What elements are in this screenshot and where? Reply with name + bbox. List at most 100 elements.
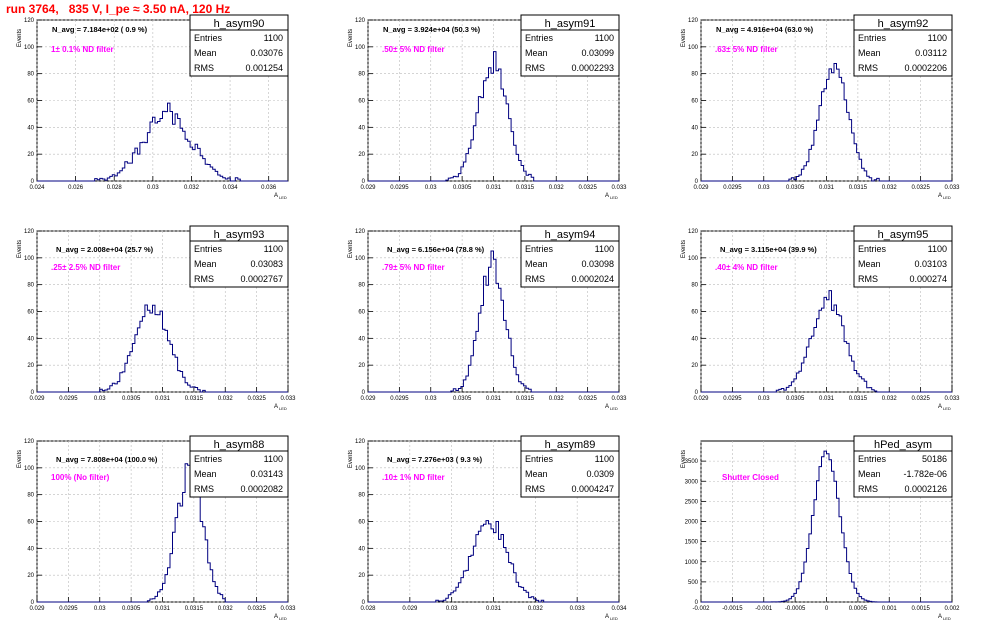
x-tick-label: 0.036 <box>261 185 277 191</box>
x-tick-label: -0.0005 <box>785 606 806 612</box>
y-tick-label: 120 <box>688 18 699 24</box>
x-tick-label: 0.034 <box>611 606 627 612</box>
x-tick-label: 0.0325 <box>247 606 266 612</box>
stats-value: 0.03098 <box>581 259 614 269</box>
y-tick-label: 0 <box>362 179 366 185</box>
x-tick-label: 0 <box>825 606 829 612</box>
x-axis-title: A <box>274 193 278 199</box>
stats-label: Mean <box>858 48 881 58</box>
histogram-name: h_asym91 <box>545 18 596 30</box>
x-tick-label: 0.0325 <box>578 185 597 191</box>
stats-value: 0.0309 <box>586 469 614 479</box>
y-tick-label: 60 <box>691 99 698 105</box>
x-axis-title: A <box>605 193 609 199</box>
stats-value: 1100 <box>264 244 283 254</box>
x-tick-label: 0.032 <box>882 396 898 402</box>
stats-value: -1.782e-06 <box>903 469 947 479</box>
x-tick-label: 0.029 <box>360 396 376 402</box>
run-title: run 3764, 835 V, I_pe ≈ 3.50 nA, 120 Hz <box>6 2 231 16</box>
stats-label: RMS <box>525 274 545 284</box>
stats-label: RMS <box>525 484 545 494</box>
x-tick-label: 0.0305 <box>786 185 805 191</box>
x-tick-label: 0.0325 <box>911 396 930 402</box>
x-tick-label: 0.0295 <box>390 185 409 191</box>
x-tick-label: 0.03 <box>94 606 106 612</box>
y-tick-label: 40 <box>358 125 365 131</box>
x-tick-label: 0.03 <box>94 396 106 402</box>
navg-annotation: N_avg = 3.115e+04 (39.9 %) <box>720 245 817 254</box>
y-tick-label: 0 <box>31 600 35 606</box>
x-tick-label: -0.001 <box>755 606 773 612</box>
y-tick-label: 100 <box>355 45 366 51</box>
histogram-panel: 0.028 0.029 0.03 0.031 0.032 0.033 0.034 0 20 40 6… <box>348 435 627 621</box>
stats-label: Mean <box>194 469 217 479</box>
x-tick-label: 0.032 <box>549 396 565 402</box>
stats-value: 1100 <box>264 33 283 43</box>
stats-value: 0.0002126 <box>904 484 947 494</box>
stats-box <box>853 225 953 288</box>
stats-box <box>853 14 953 77</box>
x-tick-label: 0.0295 <box>723 396 742 402</box>
y-tick-label: 100 <box>688 45 699 51</box>
x-tick-label: 0.029 <box>693 185 709 191</box>
y-tick-label: 100 <box>24 45 35 51</box>
navg-annotation: N_avg = 7.184e+02 ( 0.9 %) <box>52 25 148 34</box>
x-tick-label: 0.0015 <box>911 606 930 612</box>
x-tick-label: 0.029 <box>360 185 376 191</box>
x-tick-label: 0.032 <box>882 185 898 191</box>
x-axis-title-sub: LED <box>279 616 287 621</box>
x-axis-title: A <box>274 404 278 410</box>
y-tick-label: 60 <box>358 310 365 316</box>
x-tick-label: 0.034 <box>223 185 239 191</box>
y-tick-label: 80 <box>691 72 698 78</box>
x-tick-label: 0.024 <box>29 185 45 191</box>
x-tick-label: 0.0325 <box>911 185 930 191</box>
x-axis-title-sub: LED <box>943 406 951 411</box>
x-tick-label: 0.029 <box>29 396 45 402</box>
y-tick-label: 80 <box>691 283 698 289</box>
x-tick-label: -0.0015 <box>722 606 743 612</box>
y-axis-title: Events <box>681 240 687 258</box>
y-tick-label: 3500 <box>685 459 699 465</box>
histogram-series <box>701 290 952 393</box>
x-tick-label: 0.033 <box>570 606 586 612</box>
x-tick-label: 0.0005 <box>849 606 868 612</box>
filter-annotation: .10± 1% ND filter <box>382 473 445 482</box>
y-tick-label: 40 <box>691 336 698 342</box>
x-tick-label: 0.0315 <box>849 396 868 402</box>
x-tick-label: 0.0315 <box>849 185 868 191</box>
x-tick-label: 0.033 <box>280 396 296 402</box>
y-tick-label: 20 <box>27 573 34 579</box>
y-axis-title: Events <box>681 450 687 468</box>
x-tick-label: 0.033 <box>611 185 627 191</box>
x-tick-label: 0.0325 <box>578 396 597 402</box>
filter-annotation: 1± 0.1% ND filter <box>51 45 114 54</box>
x-axis-title-sub: LED <box>279 406 287 411</box>
stats-label: Mean <box>858 259 881 269</box>
y-tick-label: 40 <box>27 336 34 342</box>
x-tick-label: 0.0295 <box>59 606 78 612</box>
histogram-series <box>37 304 288 393</box>
x-tick-label: 0.028 <box>360 606 376 612</box>
y-tick-label: 0 <box>362 390 366 396</box>
x-axis-title: A <box>938 193 942 199</box>
x-axis-title: A <box>274 614 278 620</box>
y-tick-label: 100 <box>355 466 366 472</box>
x-tick-label: 0.002 <box>944 606 960 612</box>
x-axis-title: A <box>605 404 609 410</box>
x-axis-title-sub: LED <box>279 195 287 200</box>
y-tick-label: 3000 <box>685 479 699 485</box>
stats-value: 0.000274 <box>909 274 947 284</box>
y-tick-label: 40 <box>358 336 365 342</box>
histogram-name: h_asym92 <box>878 18 929 30</box>
stats-value: 50186 <box>922 454 947 464</box>
stats-label: Entries <box>194 454 223 464</box>
x-tick-label: -0.002 <box>692 606 710 612</box>
histogram-name: h_asym94 <box>545 229 596 241</box>
filter-annotation: .25± 2.5% ND filter <box>51 263 120 272</box>
histogram-name: h_asym90 <box>214 18 265 30</box>
y-tick-label: 40 <box>358 546 365 552</box>
stats-label: Entries <box>858 244 887 254</box>
stats-value: 0.03099 <box>581 48 614 58</box>
x-tick-label: 0.0305 <box>122 396 141 402</box>
